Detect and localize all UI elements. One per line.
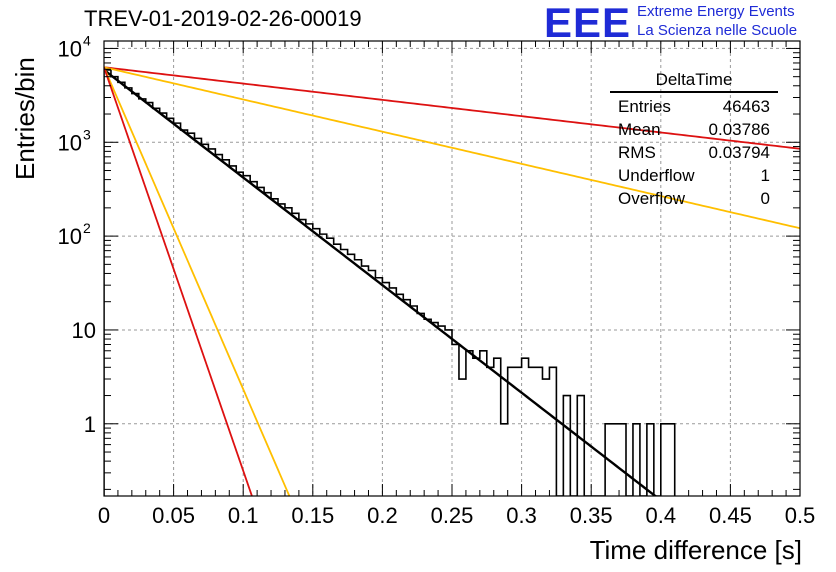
stats-title: DeltaTime: [610, 70, 778, 93]
x-tick-label: 0.45: [709, 503, 752, 528]
stats-row-underflow: Underflow 1: [610, 164, 778, 187]
x-tick-label: 0.1: [228, 503, 259, 528]
y-tick-exponent: 4: [83, 32, 91, 48]
fit-curve: [104, 66, 253, 496]
fit-curve: [104, 66, 291, 496]
y-axis-label: Entries/bin: [10, 57, 40, 180]
x-tick-label: 0.15: [291, 503, 334, 528]
stats-value: 0: [760, 189, 770, 208]
y-tick-exponent: 3: [83, 126, 91, 142]
y-tick-label: 10: [58, 36, 82, 61]
fit-curve: [104, 66, 800, 230]
stats-key: Mean: [618, 120, 661, 139]
x-tick-label: 0.4: [646, 503, 677, 528]
y-tick-label: 1: [84, 412, 96, 437]
stats-key: RMS: [618, 143, 656, 162]
fit-curve: [104, 66, 800, 150]
stats-value: 1: [760, 166, 770, 185]
x-tick-label: 0.5: [785, 503, 816, 528]
logo-subtitle-line2: La Scienza nelle Scuole: [637, 22, 798, 39]
stats-row-mean: Mean 0.03786: [610, 118, 778, 141]
x-tick-label: 0.05: [152, 503, 195, 528]
x-tick-label: 0.25: [431, 503, 474, 528]
y-tick-label: 10: [58, 224, 82, 249]
stats-row-overflow: Overflow 0: [610, 187, 778, 210]
stats-key: Overflow: [618, 189, 686, 208]
x-tick-label: 0: [98, 503, 110, 528]
x-tick-label: 0.2: [367, 503, 398, 528]
logo-subtitle-line1: Extreme Energy Events: [637, 3, 795, 20]
fit-curve: [104, 68, 658, 496]
stats-row-entries: Entries 46463: [610, 95, 778, 118]
stats-key: Underflow: [618, 166, 695, 185]
stats-value: 0.03794: [708, 143, 770, 162]
stats-box: DeltaTime Entries 46463 Mean 0.03786 RMS…: [610, 70, 778, 210]
y-tick-exponent: 2: [83, 220, 91, 236]
eee-logo: EEE: [544, 0, 632, 46]
y-tick-label: 10: [58, 130, 82, 155]
x-tick-label: 0.35: [570, 503, 613, 528]
x-axis-label: Time difference [s]: [589, 535, 802, 565]
stats-key: Entries: [618, 97, 671, 116]
histogram-steps: [104, 69, 676, 496]
stats-row-rms: RMS 0.03794: [610, 141, 778, 164]
stats-value: 0.03786: [708, 120, 770, 139]
x-tick-label: 0.3: [506, 503, 537, 528]
run-title: TREV-01-2019-02-26-00019: [84, 6, 362, 31]
stats-value: 46463: [722, 97, 770, 116]
y-tick-label: 10: [72, 318, 96, 343]
